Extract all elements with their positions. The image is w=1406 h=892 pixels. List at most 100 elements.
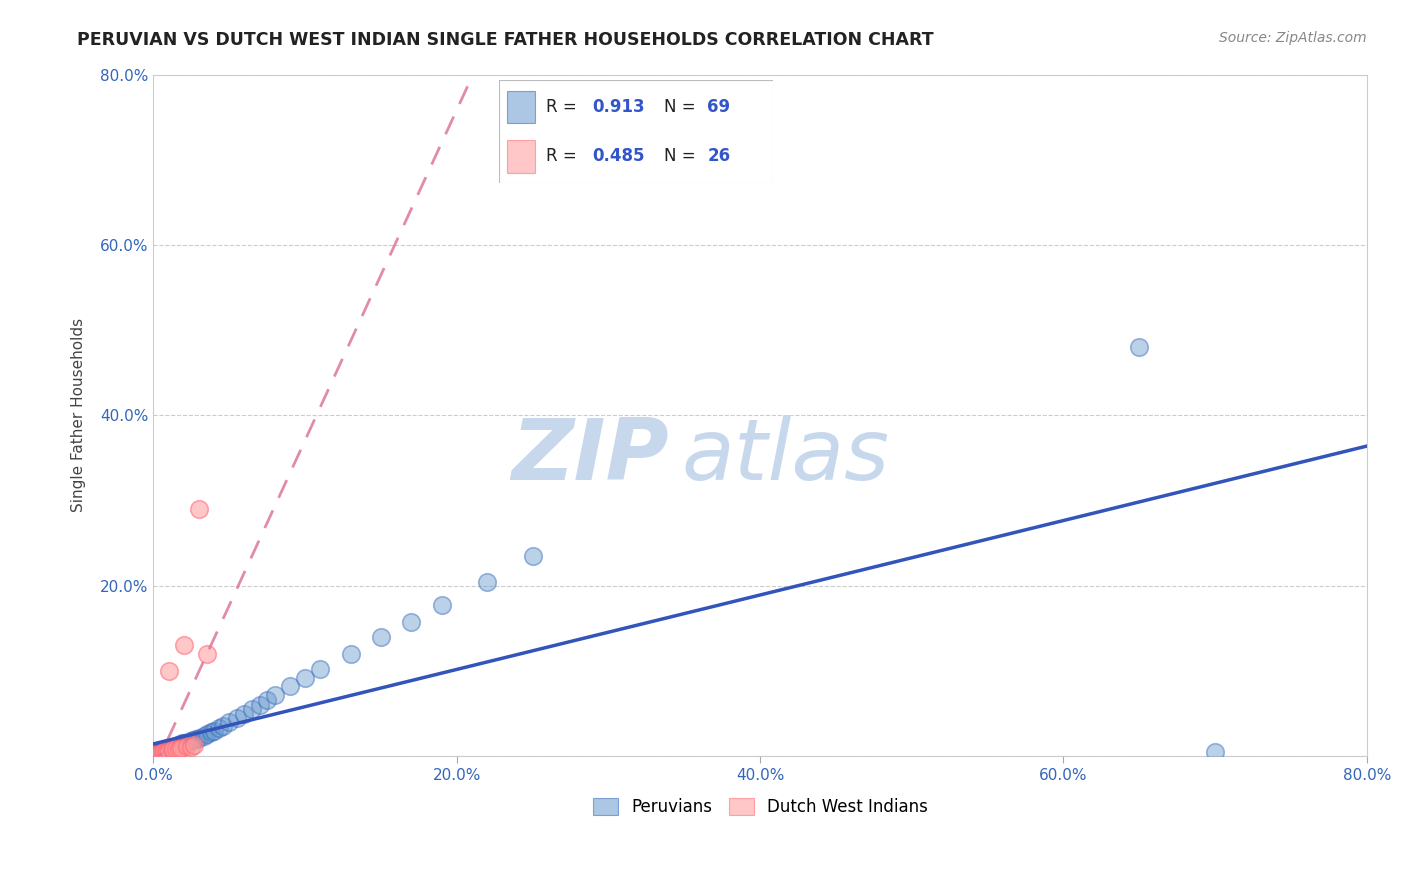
Point: [143, 748, 166, 763]
Text: ZIP: ZIP: [512, 415, 669, 498]
Point: [173, 639, 195, 653]
Point: [159, 742, 181, 756]
Point: [150, 747, 173, 761]
Point: [145, 748, 167, 763]
Point: [145, 747, 167, 762]
Point: [162, 742, 184, 756]
Text: 26: 26: [707, 147, 731, 165]
Point: [278, 679, 301, 693]
Point: [146, 747, 169, 761]
Point: [150, 746, 173, 760]
Text: 0.485: 0.485: [592, 147, 645, 165]
Point: [170, 737, 193, 751]
Point: [142, 749, 165, 764]
Point: [143, 747, 166, 762]
Point: [172, 736, 194, 750]
Point: [1204, 745, 1226, 759]
Point: [339, 647, 361, 661]
Point: [143, 747, 166, 762]
Point: [165, 741, 187, 756]
Point: [212, 718, 235, 732]
Point: [183, 738, 205, 752]
Text: N =: N =: [664, 98, 700, 116]
Point: [193, 729, 215, 743]
Point: [188, 502, 211, 516]
Point: [401, 615, 423, 629]
Point: [218, 715, 240, 730]
Point: [160, 741, 183, 756]
Point: [143, 748, 166, 763]
Point: [157, 744, 180, 758]
Point: [142, 749, 165, 764]
Point: [162, 740, 184, 755]
Bar: [508, 91, 534, 123]
Point: [156, 744, 179, 758]
Point: [240, 702, 263, 716]
Point: [150, 745, 173, 759]
Point: [174, 736, 197, 750]
Point: [148, 746, 170, 760]
Text: R =: R =: [546, 98, 582, 116]
Point: [179, 734, 201, 748]
Point: [202, 723, 225, 738]
Point: [145, 747, 167, 762]
Text: N =: N =: [664, 147, 700, 165]
Point: [294, 671, 316, 685]
Point: [188, 731, 211, 745]
Point: [148, 747, 170, 761]
Point: [165, 739, 187, 754]
Point: [256, 693, 278, 707]
Point: [263, 688, 285, 702]
Legend: Peruvians, Dutch West Indians: Peruvians, Dutch West Indians: [586, 791, 935, 823]
Text: 0.913: 0.913: [592, 98, 645, 116]
Point: [200, 725, 222, 739]
Point: [195, 647, 218, 661]
Point: [208, 721, 231, 735]
Point: [145, 747, 167, 762]
Point: [181, 733, 204, 747]
Point: [152, 746, 174, 760]
Text: atlas: atlas: [682, 415, 889, 498]
Point: [157, 743, 180, 757]
Point: [146, 747, 169, 762]
Point: [169, 742, 191, 756]
Text: PERUVIAN VS DUTCH WEST INDIAN SINGLE FATHER HOUSEHOLDS CORRELATION CHART: PERUVIAN VS DUTCH WEST INDIAN SINGLE FAT…: [77, 31, 934, 49]
Point: [153, 744, 176, 758]
Point: [143, 748, 166, 763]
Point: [146, 747, 169, 762]
Point: [195, 727, 218, 741]
Point: [370, 630, 392, 644]
Point: [146, 746, 169, 760]
Point: [157, 741, 180, 756]
Point: [155, 743, 177, 757]
Point: [180, 739, 202, 754]
Text: R =: R =: [546, 147, 582, 165]
Point: [152, 747, 174, 761]
Point: [152, 745, 174, 759]
Point: [145, 748, 167, 763]
Point: [170, 740, 193, 755]
Point: [475, 574, 498, 589]
Point: [184, 732, 207, 747]
Point: [148, 747, 170, 761]
Point: [145, 747, 167, 761]
Point: [155, 745, 177, 759]
Y-axis label: Single Father Households: Single Father Households: [72, 318, 86, 512]
Point: [148, 747, 170, 761]
Point: [150, 747, 173, 761]
Point: [225, 711, 247, 725]
Point: [150, 746, 173, 760]
Point: [153, 745, 176, 759]
Point: [155, 746, 177, 760]
Point: [160, 743, 183, 757]
Point: [176, 739, 198, 753]
Point: [165, 739, 187, 753]
Point: [157, 664, 180, 678]
Point: [150, 746, 173, 760]
Point: [430, 598, 453, 612]
Point: [1128, 340, 1150, 354]
Point: [176, 736, 198, 750]
Point: [163, 739, 186, 754]
Point: [173, 736, 195, 750]
Point: [166, 738, 188, 752]
